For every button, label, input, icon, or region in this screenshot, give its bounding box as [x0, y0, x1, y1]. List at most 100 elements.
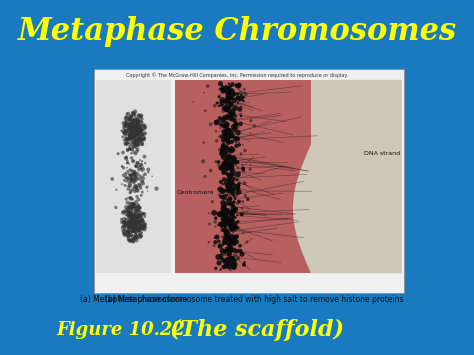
- Point: [128, 127, 135, 132]
- Point: [216, 115, 224, 121]
- Point: [228, 213, 236, 219]
- Point: [227, 83, 235, 89]
- Point: [226, 201, 234, 207]
- Point: [141, 224, 148, 230]
- Point: [231, 117, 238, 123]
- Point: [124, 122, 131, 128]
- Point: [227, 224, 235, 230]
- Point: [129, 130, 137, 136]
- Point: [130, 140, 137, 145]
- Point: [136, 122, 143, 127]
- Point: [135, 120, 142, 126]
- Point: [225, 81, 233, 87]
- Point: [129, 221, 137, 226]
- Point: [127, 132, 134, 138]
- Point: [220, 212, 228, 218]
- Point: [122, 222, 130, 227]
- Point: [132, 139, 140, 145]
- Point: [220, 240, 228, 246]
- Point: [200, 158, 207, 164]
- Point: [130, 220, 137, 226]
- Point: [226, 242, 233, 247]
- Point: [133, 221, 141, 227]
- Point: [124, 136, 131, 142]
- Point: [129, 205, 137, 211]
- Point: [135, 137, 142, 142]
- Point: [118, 181, 126, 187]
- Point: [234, 201, 241, 206]
- Point: [232, 190, 240, 196]
- Point: [231, 90, 238, 96]
- Point: [138, 189, 146, 195]
- Point: [126, 223, 134, 229]
- Point: [230, 241, 237, 247]
- Point: [129, 135, 137, 140]
- Point: [122, 122, 130, 128]
- Point: [136, 221, 143, 226]
- Point: [139, 178, 146, 183]
- Point: [131, 127, 139, 133]
- Point: [225, 219, 232, 225]
- Point: [222, 152, 230, 158]
- Point: [133, 122, 140, 127]
- Point: [215, 260, 223, 266]
- Point: [234, 159, 241, 165]
- Point: [128, 176, 136, 181]
- Point: [224, 256, 232, 262]
- Point: [220, 194, 228, 200]
- Point: [129, 215, 137, 220]
- Point: [135, 216, 142, 222]
- Point: [216, 211, 223, 217]
- Point: [129, 128, 137, 133]
- Point: [128, 135, 136, 141]
- Point: [131, 133, 138, 139]
- Point: [228, 102, 235, 108]
- Point: [215, 239, 223, 244]
- Point: [132, 174, 139, 180]
- Point: [129, 119, 137, 124]
- Point: [131, 109, 139, 114]
- Point: [226, 95, 233, 100]
- Point: [219, 142, 227, 148]
- Point: [138, 126, 146, 131]
- Point: [125, 213, 132, 219]
- Point: [121, 223, 128, 229]
- Point: [120, 178, 128, 183]
- Point: [132, 131, 140, 136]
- Point: [131, 131, 138, 137]
- Point: [130, 218, 137, 223]
- Point: [125, 228, 132, 234]
- Point: [227, 97, 234, 102]
- Point: [141, 135, 148, 140]
- Point: [136, 215, 144, 220]
- Point: [130, 129, 138, 135]
- Point: [234, 165, 241, 171]
- Point: [143, 184, 151, 190]
- Point: [112, 204, 119, 210]
- Point: [139, 226, 147, 231]
- Point: [129, 122, 137, 127]
- Point: [128, 168, 136, 174]
- Point: [127, 142, 134, 148]
- Point: [129, 111, 137, 117]
- Point: [241, 192, 249, 198]
- Point: [131, 204, 138, 210]
- Point: [227, 241, 234, 247]
- Point: [133, 140, 141, 146]
- Point: [137, 182, 144, 188]
- Point: [229, 181, 237, 187]
- Point: [137, 212, 145, 218]
- Point: [230, 119, 238, 125]
- Point: [124, 132, 132, 138]
- Point: [129, 203, 137, 209]
- Point: [122, 213, 130, 218]
- Point: [236, 82, 243, 87]
- Point: [139, 211, 147, 217]
- Point: [128, 114, 135, 119]
- Point: [219, 154, 227, 159]
- Point: [136, 127, 143, 132]
- Point: [214, 254, 222, 260]
- Text: Copyright © The McGraw-Hill Companies, Inc. Permission required to reproduce or : Copyright © The McGraw-Hill Companies, I…: [126, 73, 348, 78]
- Point: [130, 219, 138, 224]
- Point: [226, 210, 234, 216]
